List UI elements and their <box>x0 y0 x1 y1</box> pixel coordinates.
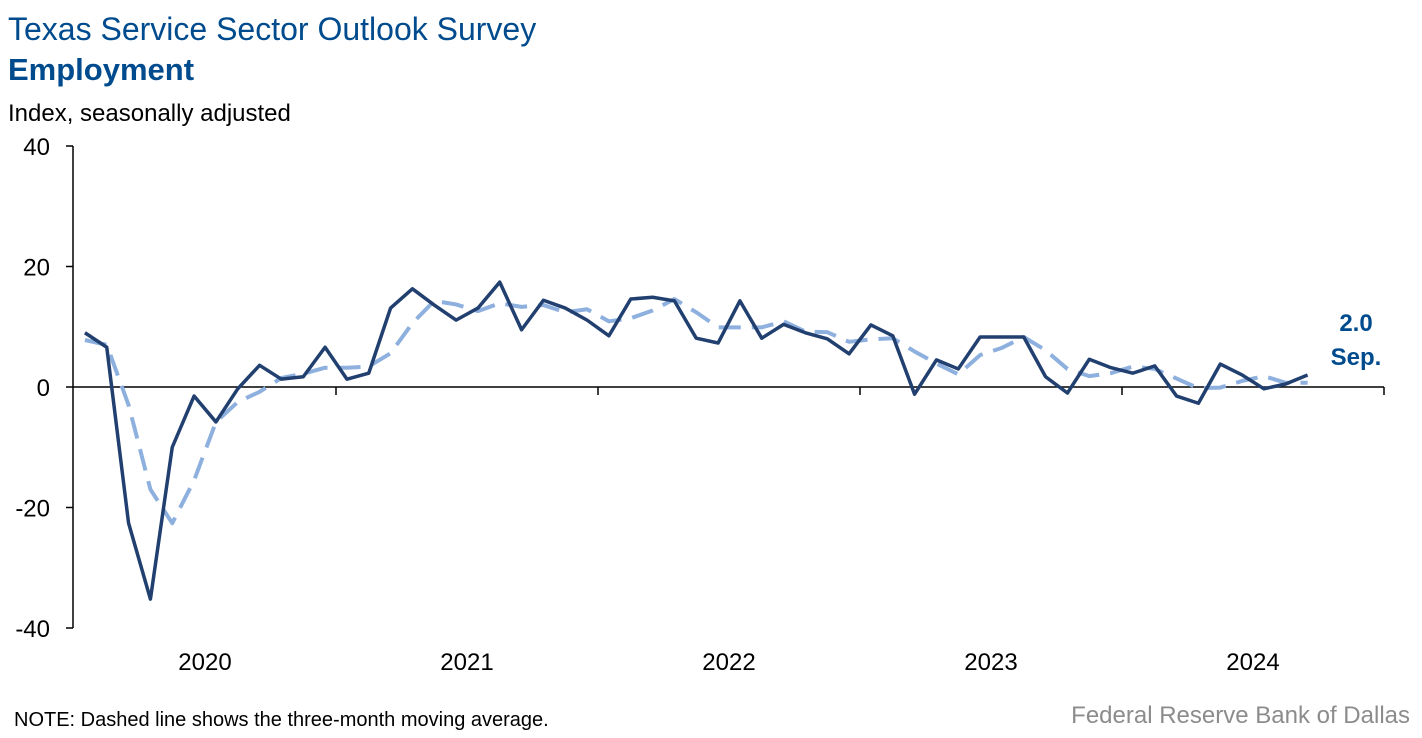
y-tick-label: 20 <box>23 255 50 282</box>
x-tick-label: 2023 <box>964 649 1017 676</box>
chart-title: Texas Service Sector Outlook Survey <box>8 11 536 47</box>
y-tick-label: 0 <box>37 375 50 402</box>
x-tick-label: 2020 <box>178 649 231 676</box>
note: NOTE: Dashed line shows the three-month … <box>14 709 549 731</box>
x-tick-label: 2024 <box>1226 649 1279 676</box>
y-tick-label: -20 <box>15 496 50 523</box>
y-tick-label: -40 <box>15 616 50 643</box>
x-tick-label: 2022 <box>702 649 755 676</box>
series-line <box>84 297 1308 526</box>
series-line <box>83 280 1309 601</box>
y-tick-label: 40 <box>23 134 50 161</box>
source: Federal Reserve Bank of Dallas <box>1071 702 1410 729</box>
y-axis-label: Index, seasonally adjusted <box>8 100 291 127</box>
x-tick-label: 2021 <box>440 649 493 676</box>
chart-subtitle: Employment <box>8 52 194 87</box>
annotation-value: 2.0 <box>1339 310 1372 337</box>
annotation-month: Sep. <box>1331 344 1382 371</box>
